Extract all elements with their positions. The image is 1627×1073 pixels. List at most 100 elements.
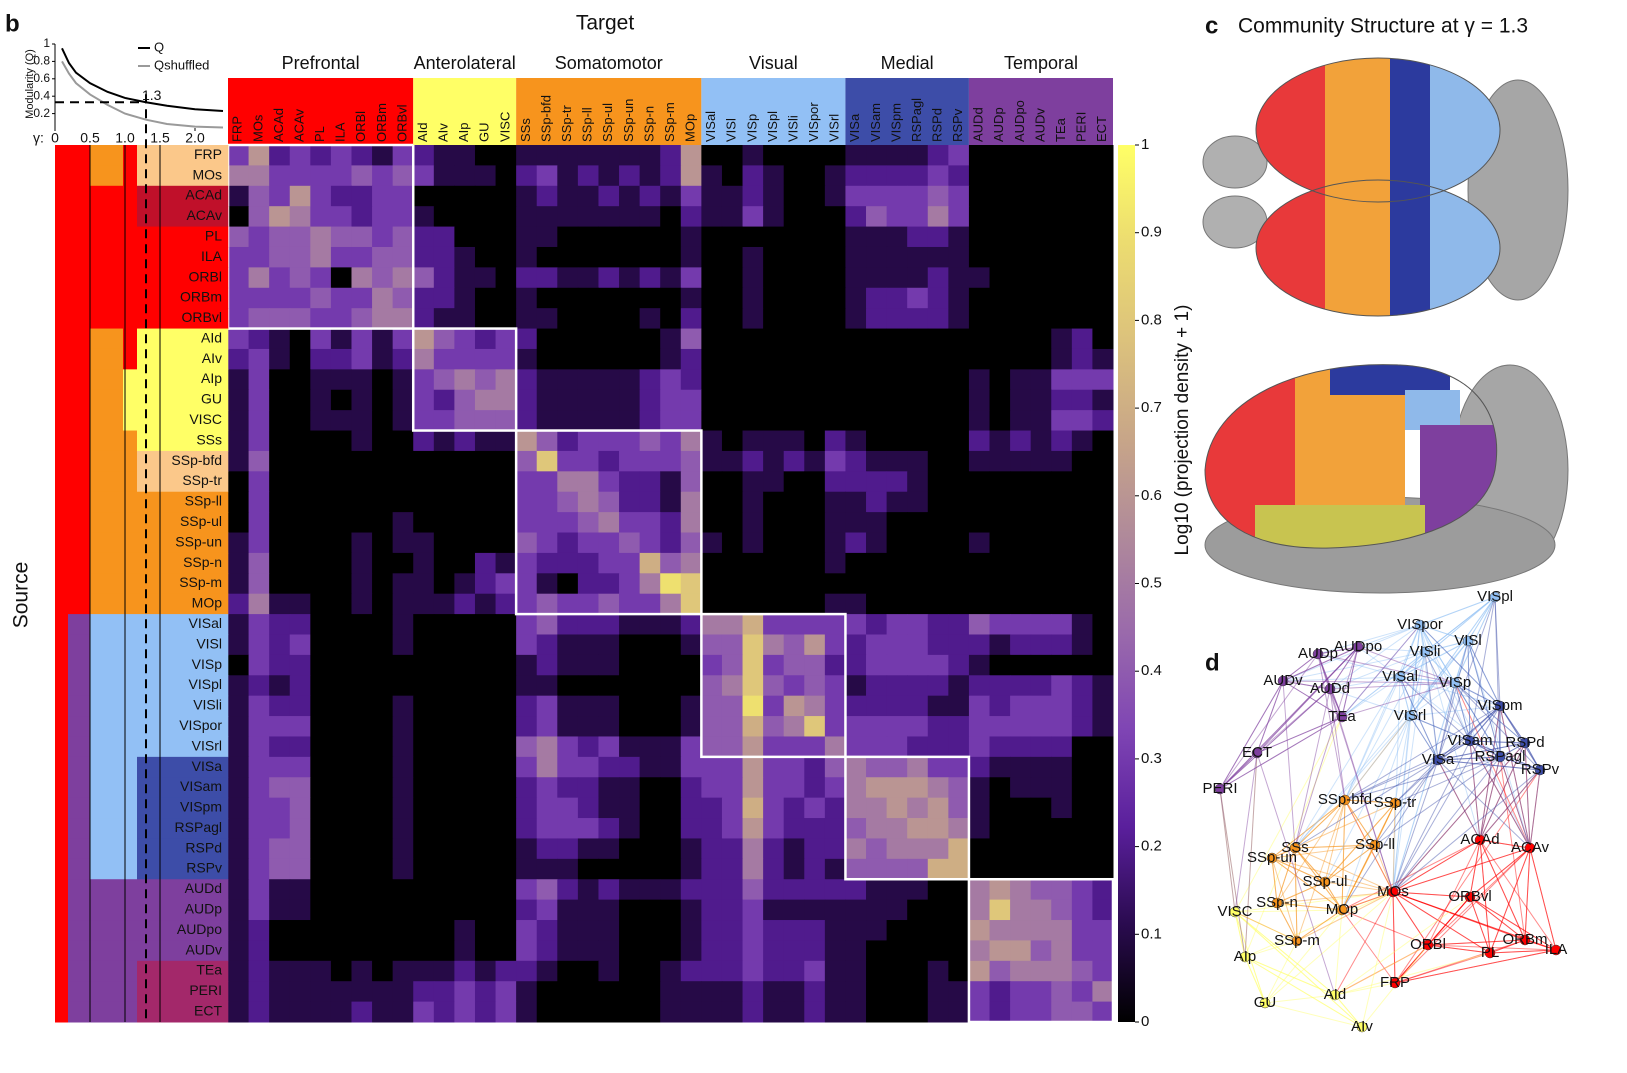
heatmap-cell	[989, 308, 1011, 330]
heatmap-cell	[639, 308, 661, 330]
heatmap-cell	[310, 532, 332, 554]
heatmap-cell	[660, 512, 682, 534]
heatmap-cell	[763, 573, 785, 595]
network-edge	[1294, 847, 1343, 911]
heatmap-cell	[248, 287, 270, 309]
heatmap-cell	[1092, 818, 1114, 839]
heatmap-cell	[639, 777, 661, 799]
heatmap-cell	[721, 165, 744, 187]
community-strip-cell	[90, 797, 124, 819]
network-node	[1389, 797, 1401, 809]
heatmap-cell	[474, 573, 497, 595]
network-edge	[1234, 911, 1336, 996]
heatmap-cell	[886, 287, 908, 309]
heatmap-cell	[372, 879, 394, 901]
heatmap-cell	[1030, 736, 1052, 758]
heatmap-cell	[680, 185, 702, 207]
heatmap-cell	[701, 899, 723, 921]
network-edge	[1419, 624, 1531, 849]
heatmap-cell	[598, 614, 620, 635]
column-label: VISli	[785, 115, 800, 142]
network-edge	[1479, 742, 1526, 841]
community-strip-cell	[55, 532, 69, 554]
heatmap-cell	[721, 430, 744, 452]
network-edge	[1219, 716, 1343, 790]
colorbar-tick-label: 0.8	[1141, 311, 1162, 328]
heatmap-cell	[474, 818, 497, 839]
heatmap-cell	[907, 308, 929, 330]
network-edge	[1409, 624, 1421, 717]
heatmap-cell	[1030, 716, 1052, 737]
heatmap-cell	[372, 471, 394, 493]
network-edge	[1219, 788, 1246, 958]
heatmap-cell	[1092, 716, 1114, 737]
heatmap-cell	[1051, 206, 1073, 228]
network-edge	[1282, 624, 1421, 682]
community-outline	[514, 429, 703, 616]
heatmap-cell	[495, 960, 517, 982]
network-edge	[1296, 891, 1394, 942]
heatmap-cell	[845, 981, 867, 1003]
network-node-label: SSp-m	[1274, 932, 1320, 949]
heatmap-cell	[289, 512, 311, 534]
network-edge	[1454, 682, 1541, 771]
heatmap-cell	[824, 471, 846, 493]
network-edge	[1341, 802, 1396, 911]
heatmap-cell	[989, 593, 1011, 615]
network-edge	[1334, 994, 1363, 1028]
heatmap-cell	[660, 1001, 682, 1023]
heatmap-cell	[619, 858, 641, 880]
heatmap-cell	[372, 634, 394, 656]
heatmap-cell	[742, 185, 764, 207]
heatmap-cell	[804, 308, 826, 330]
row-label: VISpl	[189, 676, 222, 692]
network-edge	[1419, 596, 1496, 626]
network-edge	[1244, 940, 1298, 958]
heatmap-cell	[824, 145, 846, 166]
heatmap-cell	[680, 654, 702, 676]
network-edge	[1219, 788, 1236, 913]
heatmap-cell	[968, 246, 991, 268]
heatmap-cell	[577, 1001, 599, 1023]
heatmap-cell	[680, 552, 702, 574]
heatmap-cell	[907, 389, 929, 411]
heatmap-cell	[310, 981, 332, 1003]
heatmap-cell	[1051, 818, 1073, 839]
heatmap-cell	[968, 389, 991, 411]
heatmap-cell	[228, 960, 250, 982]
heatmap-cell	[886, 185, 908, 207]
heatmap-cell	[701, 471, 723, 493]
heatmap-cell	[845, 369, 867, 391]
heatmap-cell	[1092, 512, 1114, 534]
heatmap-cell	[1010, 410, 1032, 432]
heatmap-cell	[619, 920, 641, 941]
heatmap-cell	[639, 369, 661, 391]
colorbar-tick-label: 0	[1141, 1013, 1149, 1030]
network-edge	[1499, 705, 1526, 744]
network-edge	[1324, 799, 1346, 883]
heatmap-cell	[372, 308, 394, 330]
heatmap-cell	[330, 287, 352, 309]
heatmap-cell	[1010, 328, 1032, 350]
heatmap-cell	[228, 736, 250, 758]
heatmap-cell	[763, 879, 785, 901]
heatmap-cell	[454, 756, 476, 778]
network-node-label: ORBl	[1410, 936, 1446, 953]
heatmap-cell	[433, 614, 455, 635]
heatmap-cell	[413, 920, 435, 941]
heatmap-cell	[1051, 246, 1073, 268]
heatmap-cell	[392, 736, 414, 758]
heatmap-cell	[269, 736, 291, 758]
network-edge	[1489, 939, 1526, 954]
heatmap-cell	[495, 430, 517, 452]
network-edge	[1264, 1002, 1363, 1028]
network-edge	[1479, 769, 1541, 841]
heatmap-cell	[495, 491, 517, 513]
heatmap-cell	[721, 960, 744, 982]
community-strip-cell	[68, 348, 91, 370]
network-edge	[1357, 646, 1401, 678]
network-node	[1550, 944, 1562, 956]
network-edge	[1399, 596, 1496, 678]
heatmap-cell	[516, 695, 538, 717]
heatmap-cell	[310, 206, 332, 228]
